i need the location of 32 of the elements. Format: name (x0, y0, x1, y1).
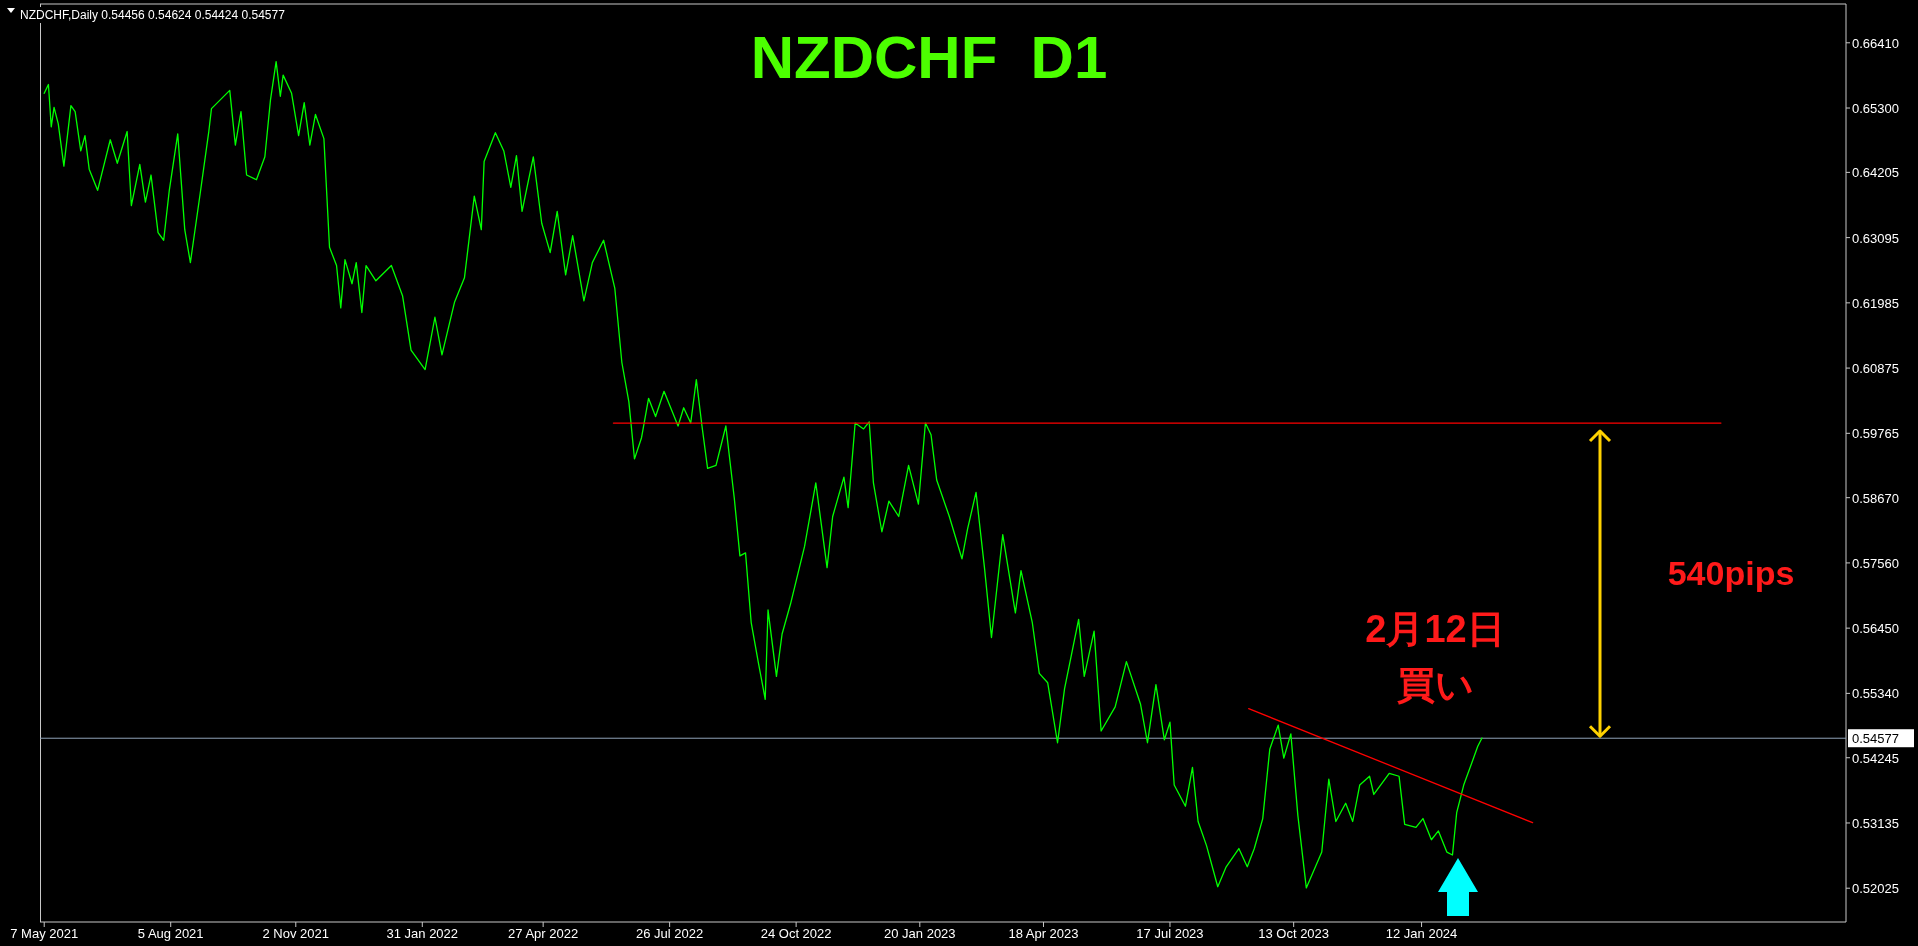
x-tick-label: 5 Aug 2021 (137, 926, 204, 941)
y-tick-label: 0.54245 (1852, 750, 1899, 766)
chart-title: NZDCHF D1 (750, 24, 1108, 91)
x-tick-label: 26 Jul 2022 (636, 926, 704, 941)
y-tick-label: 0.53135 (1852, 815, 1899, 831)
y-tick-label: 0.64205 (1852, 165, 1899, 181)
x-tick-label: 18 Apr 2023 (1008, 926, 1079, 941)
x-tick-label: 12 Jan 2024 (1385, 926, 1458, 941)
annotation: NZDCHF,Daily 0.54456 0.54624 0.54424 0.54577 (20, 8, 286, 22)
y-tick-label: 0.59765 (1852, 426, 1899, 442)
x-tick-label: 7 May 2021 (10, 926, 79, 941)
x-tick-label: 31 Jan 2022 (386, 926, 459, 941)
x-tick-label: 2 Nov 2021 (262, 926, 330, 941)
x-tick-label: 24 Oct 2022 (760, 926, 832, 941)
y-tick-label: 0.58670 (1852, 490, 1899, 506)
annotation: 買い (1396, 664, 1474, 706)
x-tick-label: 20 Jan 2023 (884, 926, 956, 941)
x-tick-label: 17 Jul 2023 (1136, 926, 1204, 941)
annotation: 2月12日 (1365, 608, 1505, 650)
x-tick-label: 27 Apr 2022 (508, 926, 579, 941)
y-tick-label: 0.63095 (1852, 230, 1899, 246)
y-tick-label: 0.55340 (1852, 686, 1899, 702)
y-tick-label: 0.56450 (1852, 621, 1899, 637)
annotation: 540pips (1667, 554, 1795, 592)
y-tick-label: 0.65300 (1852, 101, 1899, 117)
ref-line-label: 0.54577 (1852, 731, 1899, 747)
y-tick-label: 0.66410 (1852, 35, 1899, 51)
x-tick-label: 13 Oct 2023 (1258, 926, 1330, 941)
y-tick-label: 0.57560 (1852, 555, 1899, 571)
y-tick-label: 0.60875 (1852, 361, 1899, 377)
y-tick-label: 0.52025 (1852, 881, 1899, 897)
y-tick-label: 0.61985 (1852, 295, 1899, 311)
